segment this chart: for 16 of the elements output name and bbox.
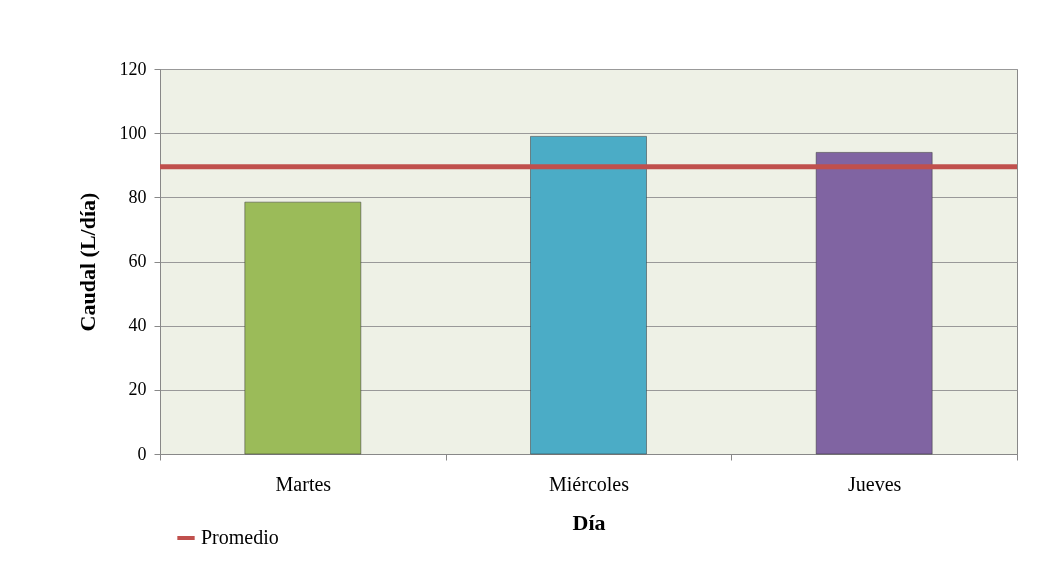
y-tick-label: 80 xyxy=(128,186,147,207)
bar xyxy=(244,201,362,455)
x-tick-label: Miércoles xyxy=(549,472,630,495)
x-axis-title: Día xyxy=(572,509,606,535)
y-tick-label: 100 xyxy=(119,122,147,143)
x-tick-label: Martes xyxy=(275,472,332,495)
x-tick-label: Jueves xyxy=(848,472,902,495)
bar xyxy=(815,152,933,455)
y-tick-label: 0 xyxy=(137,443,147,464)
legend-label: Promedio xyxy=(201,526,279,548)
y-axis-title: Caudal (L/día) xyxy=(74,192,100,332)
y-tick-label: 60 xyxy=(128,251,147,271)
y-tick-label: 120 xyxy=(119,58,147,79)
bar xyxy=(530,136,647,455)
y-tick-label: 40 xyxy=(128,315,147,336)
y-tick-label: 20 xyxy=(128,379,147,400)
